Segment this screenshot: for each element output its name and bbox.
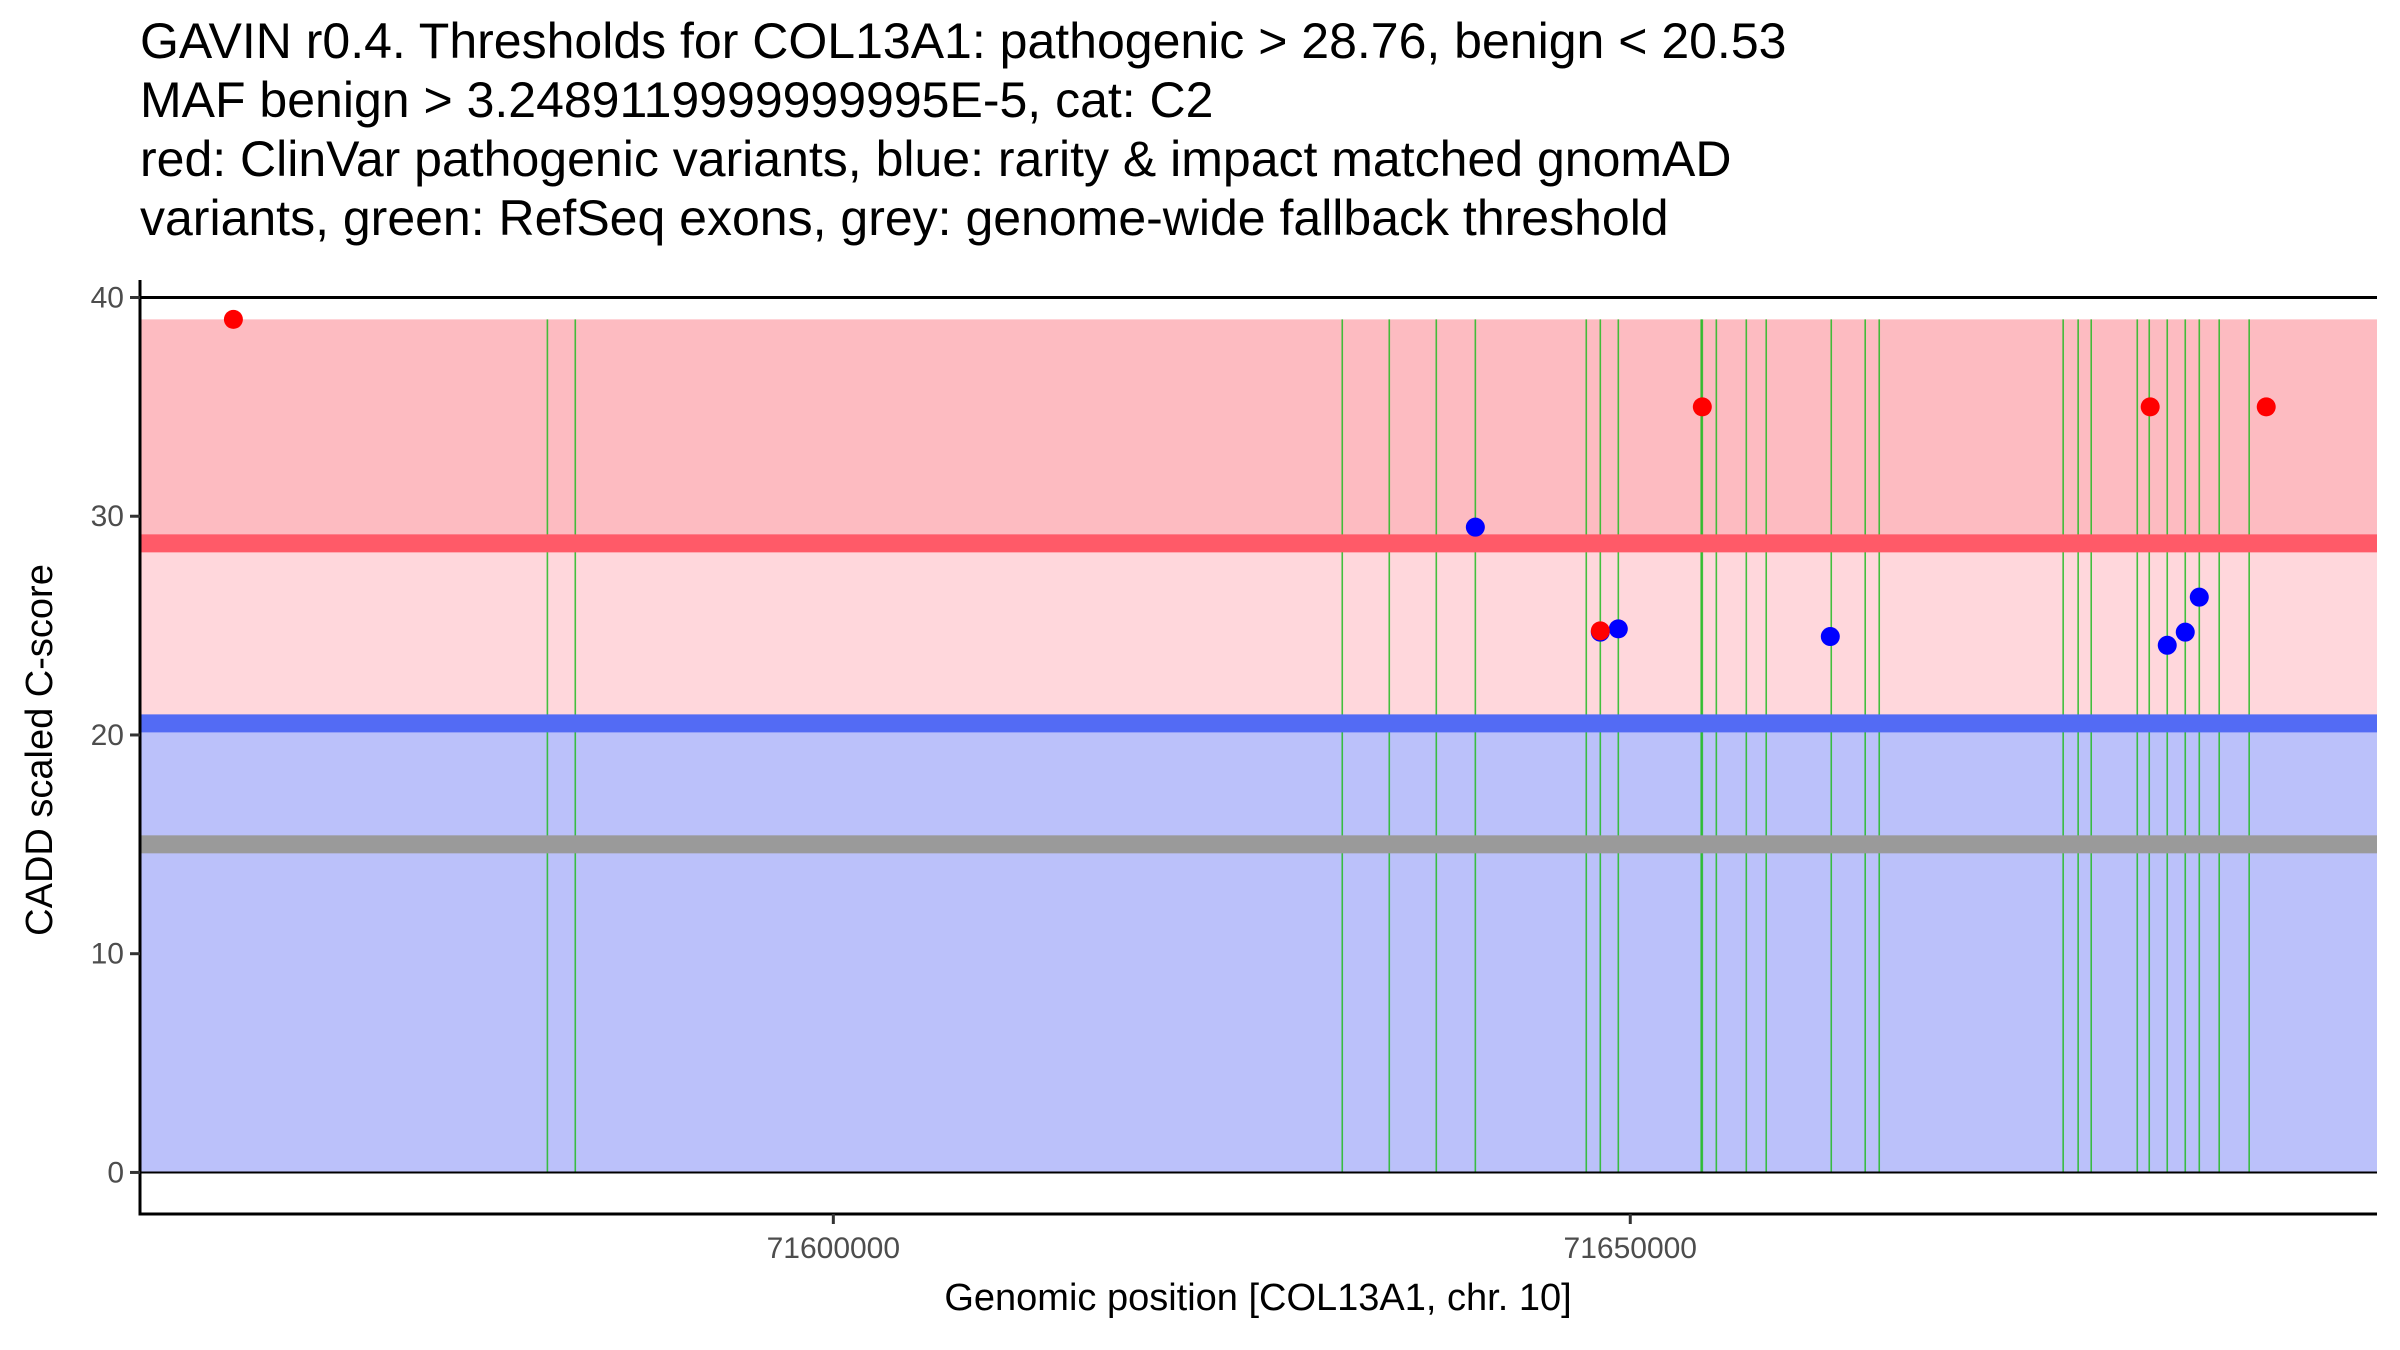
title-line-1: GAVIN r0.4. Thresholds for COL13A1: path…: [140, 13, 1787, 69]
threshold-lines: [140, 534, 2377, 854]
title-line-2: MAF benign > 3.2489119999999995E-5, cat:…: [140, 72, 1214, 128]
gnomad-point: [2157, 635, 2177, 655]
zone-vus: [140, 543, 2377, 724]
chart-title: GAVIN r0.4. Thresholds for COL13A1: path…: [140, 12, 1786, 248]
threshold-zones: [140, 319, 2377, 1173]
y-tick-label: 10: [91, 938, 124, 971]
clinvar-point: [2140, 397, 2160, 417]
gnomad-point: [1465, 517, 1485, 537]
title-line-3: red: ClinVar pathogenic variants, blue: …: [140, 131, 1732, 187]
y-tick-label: 40: [91, 281, 124, 314]
gnomad-point: [2189, 587, 2209, 607]
variant-points: [223, 309, 2276, 655]
reference-lines: [140, 295, 2377, 1174]
clinvar-point: [223, 309, 243, 329]
x-axis-title: Genomic position [COL13A1, chr. 10]: [944, 1277, 1571, 1319]
y-axis-title: CADD scaled C-score: [19, 564, 61, 936]
title-line-4: variants, green: RefSeq exons, grey: gen…: [140, 190, 1669, 246]
gnomad-point: [2175, 622, 2195, 642]
y-tick-label: 30: [91, 500, 124, 533]
zone-pathogenic: [140, 319, 2377, 544]
axes: 0 10 20 30 40 71600000 71650000: [91, 280, 2377, 1265]
clinvar-point: [1590, 621, 1610, 641]
pathogenic-threshold-line: [140, 534, 2377, 553]
exon-lines: [546, 319, 2250, 1173]
x-tick-label: 71600000: [767, 1232, 900, 1265]
y-tick-label: 20: [91, 719, 124, 752]
gnomad-point: [1608, 619, 1628, 639]
zone-benign: [140, 723, 2377, 1173]
clinvar-point: [1692, 397, 1712, 417]
gnomad-point: [1820, 627, 1840, 647]
benign-threshold-line: [140, 714, 2377, 733]
y-tick-label: 0: [107, 1156, 124, 1189]
x-tick-label: 71650000: [1564, 1232, 1697, 1265]
clinvar-point: [2256, 397, 2276, 417]
fallback-threshold-line: [140, 835, 2377, 854]
